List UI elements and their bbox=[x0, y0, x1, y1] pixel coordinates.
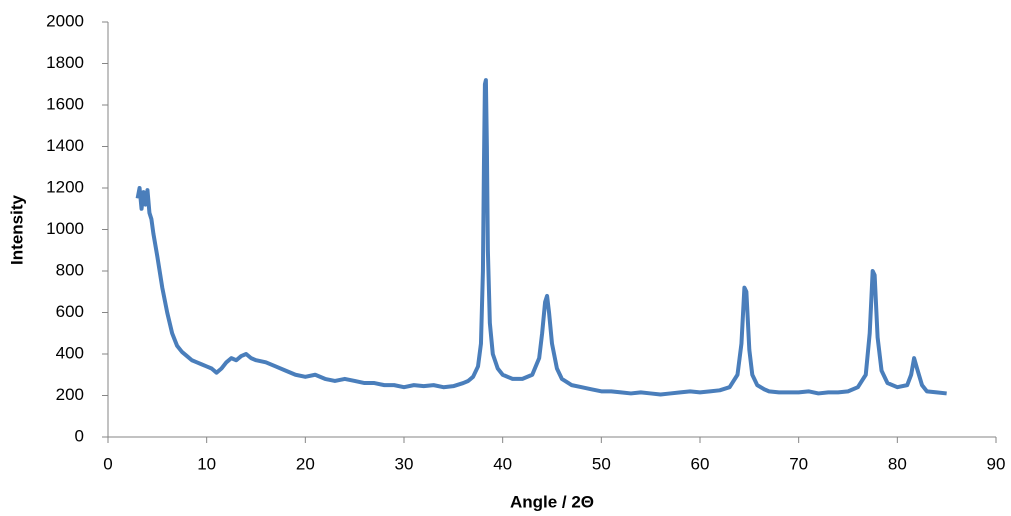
x-tick-label: 90 bbox=[987, 454, 1006, 473]
y-tick-label: 200 bbox=[56, 385, 84, 404]
x-tick-label: 80 bbox=[888, 454, 907, 473]
y-tick-label: 600 bbox=[56, 302, 84, 321]
y-tick-label: 400 bbox=[56, 343, 84, 362]
y-tick-label: 1600 bbox=[46, 94, 84, 113]
y-tick-label: 1000 bbox=[46, 219, 84, 238]
x-tick-label: 60 bbox=[691, 454, 710, 473]
x-tick-label: 20 bbox=[296, 454, 315, 473]
x-tick-label: 40 bbox=[493, 454, 512, 473]
y-tick-label: 2000 bbox=[46, 11, 84, 30]
x-tick-label: 50 bbox=[592, 454, 611, 473]
x-axis-title: Angle / 2Θ bbox=[510, 492, 594, 511]
y-tick-label: 1200 bbox=[46, 177, 84, 196]
y-tick-label: 0 bbox=[75, 426, 84, 445]
x-tick-label: 10 bbox=[197, 454, 216, 473]
y-axis-title: Intensity bbox=[7, 195, 26, 265]
data-line bbox=[135, 78, 947, 397]
x-tick-label: 70 bbox=[789, 454, 808, 473]
y-tick-label: 1400 bbox=[46, 136, 84, 155]
y-tick-label: 1800 bbox=[46, 53, 84, 72]
x-tick-label: 0 bbox=[103, 454, 112, 473]
x-tick-label: 30 bbox=[395, 454, 414, 473]
y-tick-label: 800 bbox=[56, 260, 84, 279]
